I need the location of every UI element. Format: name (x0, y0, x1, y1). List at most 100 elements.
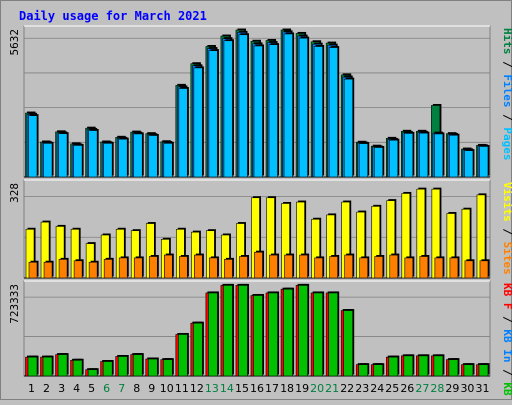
bar-kb-in-day-9-body (147, 358, 158, 377)
bar-kb-in-day-2 (42, 355, 54, 377)
bar-pages-day-19-body (298, 37, 308, 178)
bar-sites-day-15 (239, 255, 249, 279)
side-legend-part: Hits (501, 28, 512, 55)
bar-pages-day-5 (88, 129, 99, 178)
bar-kb-in-day-16 (253, 293, 265, 377)
bar-sites-day-24 (374, 255, 385, 279)
bar-kb-in-day-9 (147, 357, 159, 377)
bar-pages-day-13 (208, 49, 219, 178)
x-tick-label-day-31: 31 (475, 382, 489, 395)
bar-sites-day-23-body (359, 257, 369, 279)
bar-pages-day-4-body (73, 145, 83, 178)
bar-pages-day-10-body (163, 143, 173, 178)
bar-pages-day-24 (373, 146, 385, 178)
bar-kb-in-day-15-body (238, 285, 248, 377)
bar-sites-day-8 (133, 256, 144, 279)
bar-pages-day-30 (464, 149, 475, 178)
bar-pages-day-18 (283, 32, 295, 178)
bar-sites-day-5-body (88, 261, 98, 279)
x-tick-label-day-1: 1 (28, 382, 35, 395)
bar-pages-day-4 (73, 143, 84, 178)
bar-pages-day-21 (328, 46, 340, 178)
side-legend-part: / (501, 363, 512, 383)
bar-kb-in-day-31 (478, 363, 490, 377)
bar-pages-day-25 (388, 138, 400, 178)
side-legend-part: / (501, 222, 512, 242)
side-legend-part: KB F (501, 283, 512, 310)
bar-pages-day-17 (268, 43, 280, 178)
bar-pages-day-27-body (419, 132, 429, 178)
bar-sites-day-26 (404, 256, 415, 279)
bar-sites-day-18-body (284, 254, 293, 279)
panel-3-side-legend: KB F / KB In / KB Out (501, 283, 512, 400)
bar-pages-day-20-body (313, 46, 323, 178)
x-tick-label-day-30: 30 (460, 382, 474, 395)
x-tick-label-day-25: 25 (385, 382, 399, 395)
bar-sites-day-17-body (269, 254, 278, 279)
bar-sites-day-16-body (254, 251, 263, 279)
bar-sites-day-2 (43, 260, 54, 279)
bar-pages-day-29 (449, 133, 460, 178)
bar-sites-day-2-body (43, 261, 53, 279)
bar-kb-in-day-6 (102, 360, 114, 377)
bar-sites-day-21 (329, 255, 340, 279)
bar-kb-in-day-20 (313, 291, 325, 377)
bar-sites-day-28-body (434, 257, 444, 279)
bar-pages-day-2-body (43, 143, 53, 178)
bar-kb-in-day-23 (358, 363, 370, 377)
bar-sites-day-6-body (103, 259, 113, 279)
x-tick-label-day-17: 17 (265, 382, 279, 395)
side-legend-part: / (501, 108, 512, 128)
bar-pages-day-14 (223, 39, 234, 178)
bar-sites-day-30-body (464, 260, 474, 279)
bar-sites-day-17 (269, 253, 280, 279)
bar-kb-in-day-6-body (102, 361, 113, 377)
bar-kb-in-day-2-body (42, 356, 53, 377)
bar-sites-day-12-body (194, 254, 203, 279)
panel-1-side-legend: Hits / Files / Pages (501, 28, 512, 161)
bar-kb-in-day-19 (298, 283, 310, 377)
bar-pages-day-23-body (358, 143, 369, 178)
x-tick-label-day-16: 16 (250, 382, 264, 395)
bar-pages-day-18-body (283, 33, 293, 178)
bar-pages-day-26 (404, 131, 415, 178)
bar-kb-in-day-10 (162, 358, 174, 377)
bar-pages-day-29-body (449, 134, 459, 178)
bar-pages-day-9-body (148, 135, 158, 178)
chart-title: Daily usage for March 2021 (19, 9, 207, 23)
bar-kb-in-day-11-body (178, 334, 188, 377)
bar-kb-in-day-8 (132, 353, 144, 377)
x-tick-label-day-26: 26 (400, 382, 414, 395)
bar-kb-in-day-21-body (328, 292, 338, 377)
bar-kb-in-day-26 (403, 354, 415, 377)
bar-kb-in-day-17-body (268, 292, 278, 377)
x-tick-label-day-24: 24 (370, 382, 384, 395)
bar-sites-day-23 (359, 256, 370, 279)
bar-pages-day-2 (43, 141, 54, 178)
x-tick-label-day-14: 14 (220, 382, 234, 395)
bar-pages-day-17-body (268, 44, 278, 178)
x-tick-label-day-15: 15 (235, 382, 249, 395)
bar-sites-day-25 (389, 253, 400, 279)
bar-sites-day-8-body (133, 257, 143, 279)
bar-kb-in-day-21 (328, 291, 340, 377)
bar-pages-day-3 (58, 132, 69, 178)
bar-sites-day-12 (194, 253, 204, 279)
bar-pages-day-13-body (208, 50, 218, 178)
bar-pages-day-14-body (223, 40, 233, 178)
x-tick-label-day-27: 27 (415, 382, 429, 395)
bar-sites-day-4-body (73, 260, 83, 279)
bar-sites-day-9 (148, 255, 159, 279)
bar-pages-day-7 (118, 137, 129, 178)
panel-2-ymax-label: 328 (8, 183, 21, 203)
side-legend-part: / (501, 55, 512, 75)
x-tick-label-day-4: 4 (73, 382, 80, 395)
bar-sites-day-1-body (28, 261, 38, 279)
bar-sites-day-5 (88, 260, 99, 279)
bar-sites-day-6 (103, 257, 114, 279)
bar-kb-in-day-14 (223, 283, 234, 377)
x-tick-label-day-29: 29 (445, 382, 459, 395)
x-axis-day-labels: 1 2 3 4 5 6 7 8 9 10 11 12 13 14 15 16 17 18 19 20 21 22 23 24 2… (28, 382, 489, 395)
x-tick-label-day-5: 5 (88, 382, 95, 395)
bar-kb-in-day-12 (193, 321, 204, 377)
